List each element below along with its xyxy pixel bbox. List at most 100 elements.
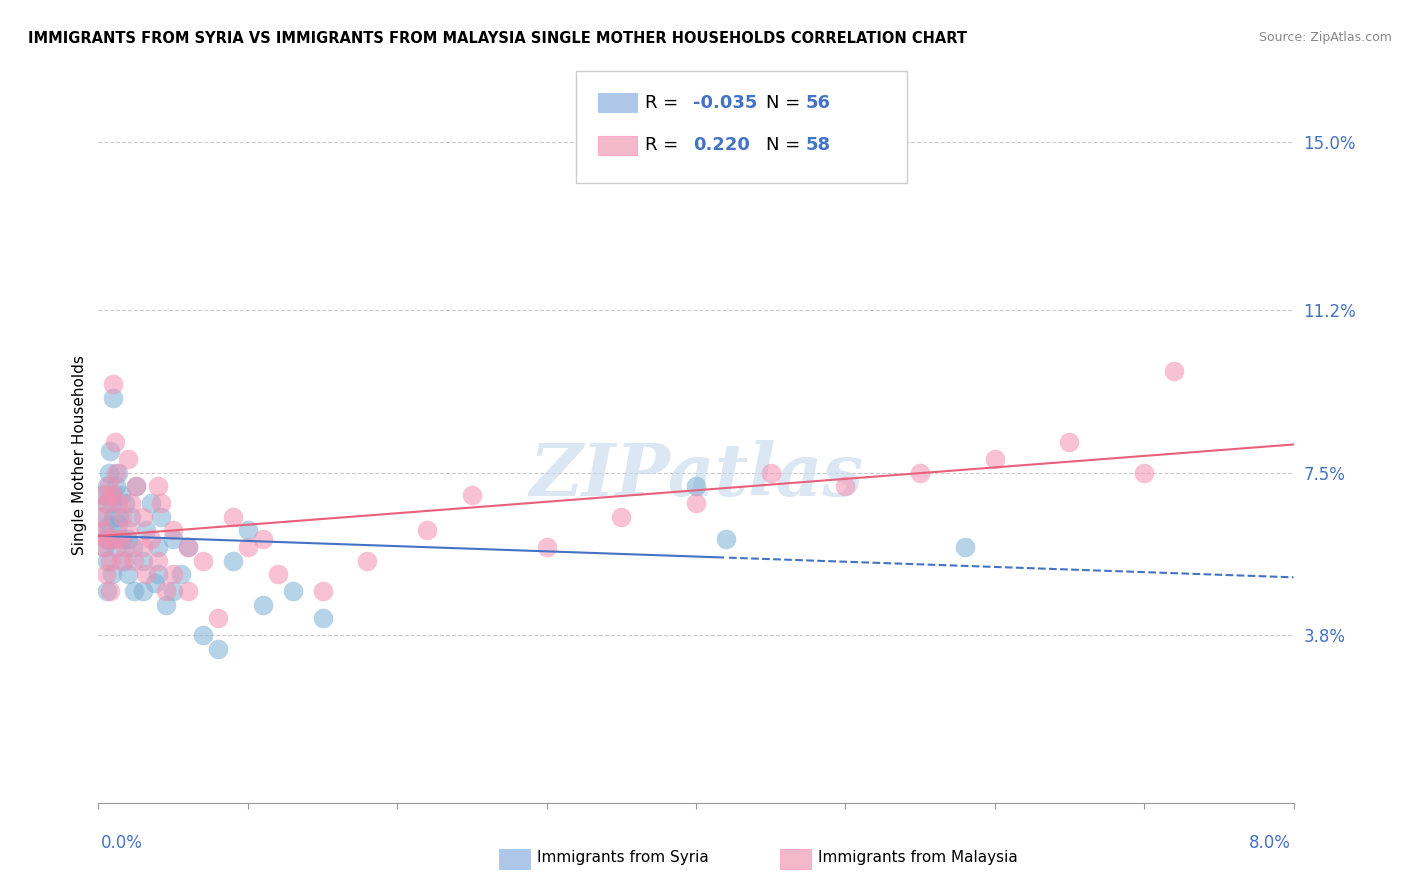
Y-axis label: Single Mother Households: Single Mother Households <box>72 355 87 555</box>
Point <box>91 541 114 555</box>
Point <box>125 479 148 493</box>
Point <box>953 541 976 555</box>
Point <box>461 487 484 501</box>
Point <box>111 509 134 524</box>
Point <box>759 466 782 480</box>
Point <box>125 479 148 493</box>
Text: 0.220: 0.220 <box>693 136 749 154</box>
Point <box>108 532 131 546</box>
Text: R =: R = <box>645 94 685 112</box>
Point <box>94 566 117 581</box>
Point <box>1133 466 1156 480</box>
Point <box>148 566 170 581</box>
Point <box>107 496 129 510</box>
Point <box>108 509 131 524</box>
Point <box>103 509 125 524</box>
Point <box>98 532 122 546</box>
Text: N =: N = <box>766 136 806 154</box>
Point <box>93 487 115 501</box>
Point <box>207 611 229 625</box>
Point <box>103 487 125 501</box>
Point <box>121 541 143 555</box>
Point <box>135 523 157 537</box>
Point <box>105 466 128 480</box>
Point <box>155 598 177 612</box>
Point <box>110 553 132 567</box>
Point <box>132 553 155 567</box>
Point <box>267 566 290 581</box>
Point <box>1163 364 1185 378</box>
Point <box>124 553 146 567</box>
Point <box>111 532 134 546</box>
Point <box>110 487 132 501</box>
Point <box>98 443 122 458</box>
Point <box>90 509 112 524</box>
Point <box>177 541 200 555</box>
Point <box>148 541 170 555</box>
Point <box>124 584 146 599</box>
Point <box>281 584 304 599</box>
Point <box>150 496 173 510</box>
Point <box>94 496 117 510</box>
Point <box>169 566 191 581</box>
Point <box>132 541 155 555</box>
Point <box>114 496 136 510</box>
Point <box>714 532 737 546</box>
Point <box>610 509 633 524</box>
Text: 0.0%: 0.0% <box>101 834 143 852</box>
Text: Immigrants from Malaysia: Immigrants from Malaysia <box>818 850 1018 864</box>
Point <box>93 523 115 537</box>
Point <box>252 532 274 546</box>
Point <box>103 377 125 392</box>
Point <box>139 496 162 510</box>
Point <box>132 509 155 524</box>
Point <box>162 523 184 537</box>
Point <box>120 509 142 524</box>
Point <box>148 553 170 567</box>
Point <box>311 584 333 599</box>
Point <box>96 496 118 510</box>
Point <box>101 532 124 546</box>
Point <box>117 532 139 546</box>
Point <box>112 553 135 567</box>
Point <box>252 598 274 612</box>
Point <box>207 641 229 656</box>
Point <box>105 541 128 555</box>
Text: -0.035: -0.035 <box>693 94 758 112</box>
Point <box>93 541 115 555</box>
Point <box>191 628 214 642</box>
Point <box>536 541 558 555</box>
Point <box>97 466 120 480</box>
Point <box>132 584 155 599</box>
Text: R =: R = <box>645 136 690 154</box>
Text: ZIPatlas: ZIPatlas <box>529 441 863 511</box>
Point <box>222 553 245 567</box>
Point <box>222 509 245 524</box>
Point <box>117 452 139 467</box>
Point <box>162 584 184 599</box>
Text: Source: ZipAtlas.com: Source: ZipAtlas.com <box>1258 31 1392 45</box>
Point <box>162 566 184 581</box>
Point <box>177 584 200 599</box>
Point <box>155 584 177 599</box>
Point <box>97 518 120 533</box>
Text: 58: 58 <box>806 136 831 154</box>
Point <box>356 553 378 567</box>
Point <box>97 479 120 493</box>
Point <box>685 496 707 510</box>
Point <box>685 479 707 493</box>
Point <box>94 532 117 546</box>
Point <box>114 541 136 555</box>
Point <box>96 479 118 493</box>
Point <box>143 575 166 590</box>
Point <box>162 532 184 546</box>
Point <box>135 566 157 581</box>
Point <box>191 553 214 567</box>
Point <box>96 584 118 599</box>
Point <box>103 391 125 405</box>
Point <box>983 452 1005 467</box>
Point <box>103 487 125 501</box>
Point <box>94 532 117 546</box>
Point <box>236 523 259 537</box>
Point <box>117 566 139 581</box>
